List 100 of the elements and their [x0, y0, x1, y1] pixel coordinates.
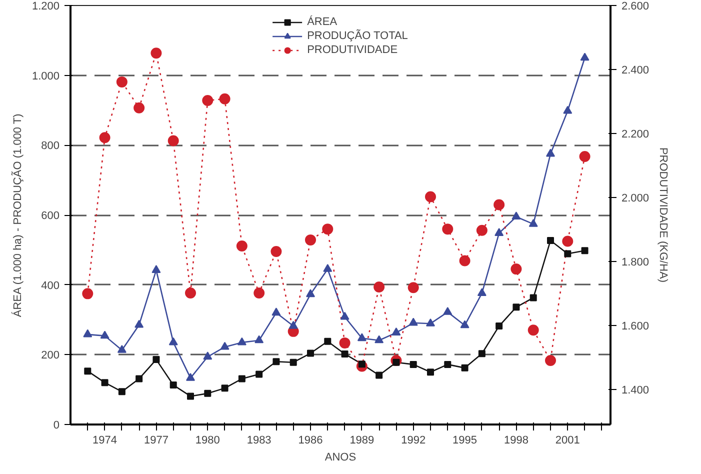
point: [476, 224, 488, 236]
y2-tick-label: 2.000: [622, 192, 650, 204]
point: [83, 329, 92, 338]
point: [238, 375, 246, 382]
point: [444, 360, 452, 368]
point: [512, 212, 521, 220]
point: [254, 335, 264, 344]
point: [254, 288, 265, 299]
point: [528, 218, 538, 227]
point: [290, 358, 297, 366]
point: [272, 308, 281, 316]
point: [510, 264, 522, 275]
x-tick-label: 1977: [144, 434, 168, 446]
y2-tick-label: 1.800: [622, 256, 650, 268]
point: [341, 350, 348, 358]
point: [410, 360, 417, 368]
point: [237, 337, 246, 346]
point: [324, 338, 332, 345]
point: [460, 320, 470, 328]
point: [203, 352, 212, 360]
point: [288, 320, 298, 329]
point: [221, 384, 228, 392]
x-tick-label: 1974: [92, 434, 118, 446]
point: [322, 224, 334, 235]
point: [186, 372, 195, 381]
point: [150, 48, 162, 59]
point: [494, 199, 505, 210]
point: [478, 350, 486, 358]
legend-label: ÁREA: [307, 15, 338, 29]
point: [202, 95, 214, 106]
y2-tick-label: 2.200: [622, 128, 650, 140]
point: [323, 264, 332, 272]
point: [219, 93, 230, 104]
y-tick-label: 800: [41, 140, 60, 152]
y-tick-label: 200: [41, 350, 60, 362]
point: [581, 247, 588, 254]
point: [256, 370, 263, 378]
x-tick-label: 1995: [452, 434, 478, 446]
point: [427, 368, 434, 376]
x-tick-label: 1989: [350, 434, 374, 446]
point: [152, 265, 161, 273]
y2-tick-label: 1.400: [622, 384, 650, 396]
point: [374, 335, 384, 344]
point: [477, 288, 486, 296]
y2-axis-title: PRODUTIVIDADE (KG/HA): [657, 147, 670, 283]
point: [118, 388, 126, 396]
point: [562, 236, 574, 247]
point: [547, 236, 554, 244]
point: [546, 148, 555, 157]
x-tick-label: 1980: [195, 434, 220, 446]
point: [185, 288, 196, 299]
y-tick-label: 1.000: [32, 70, 60, 82]
point: [204, 390, 212, 397]
point: [152, 356, 160, 364]
point: [580, 52, 590, 61]
point: [408, 282, 419, 294]
point: [392, 328, 401, 336]
point: [374, 281, 385, 292]
point: [168, 135, 179, 146]
point: [99, 132, 110, 144]
point: [340, 312, 350, 320]
x-tick-label: 1983: [246, 434, 272, 446]
point: [442, 224, 454, 235]
point: [84, 368, 92, 375]
point: [496, 322, 503, 330]
point: [270, 246, 282, 257]
point: [101, 379, 108, 386]
point: [426, 318, 435, 326]
y-tick-label: 0: [53, 420, 60, 432]
x-tick-label: 1992: [401, 434, 426, 446]
point: [116, 76, 128, 88]
point: [187, 392, 194, 400]
point: [545, 355, 556, 366]
point: [134, 102, 145, 114]
y-tick-label: 600: [41, 210, 60, 222]
point: [117, 345, 126, 353]
x-tick-label: 1998: [504, 434, 528, 446]
point: [357, 333, 366, 342]
point: [100, 330, 110, 339]
point: [530, 294, 537, 302]
point: [461, 364, 468, 372]
point: [408, 318, 418, 326]
y2-tick-label: 2.400: [622, 64, 650, 76]
y-axis-title: ÁREA (1.000 ha) - PRODUÇÃO (1.000 T): [10, 114, 24, 318]
point: [307, 350, 314, 357]
point: [136, 375, 143, 382]
point: [236, 240, 248, 252]
y2-tick-label: 1.600: [622, 320, 650, 332]
point: [563, 106, 572, 114]
x-axis-title: ANOS: [324, 452, 356, 464]
point: [220, 342, 230, 350]
point: [579, 150, 590, 162]
point: [339, 337, 350, 348]
x-tick-label: 1986: [298, 434, 323, 446]
point: [168, 337, 178, 346]
point: [443, 306, 452, 315]
x-tick-label: 2001: [555, 434, 580, 446]
point: [459, 255, 470, 266]
point: [528, 324, 539, 336]
y-tick-label: 1.200: [32, 0, 60, 12]
